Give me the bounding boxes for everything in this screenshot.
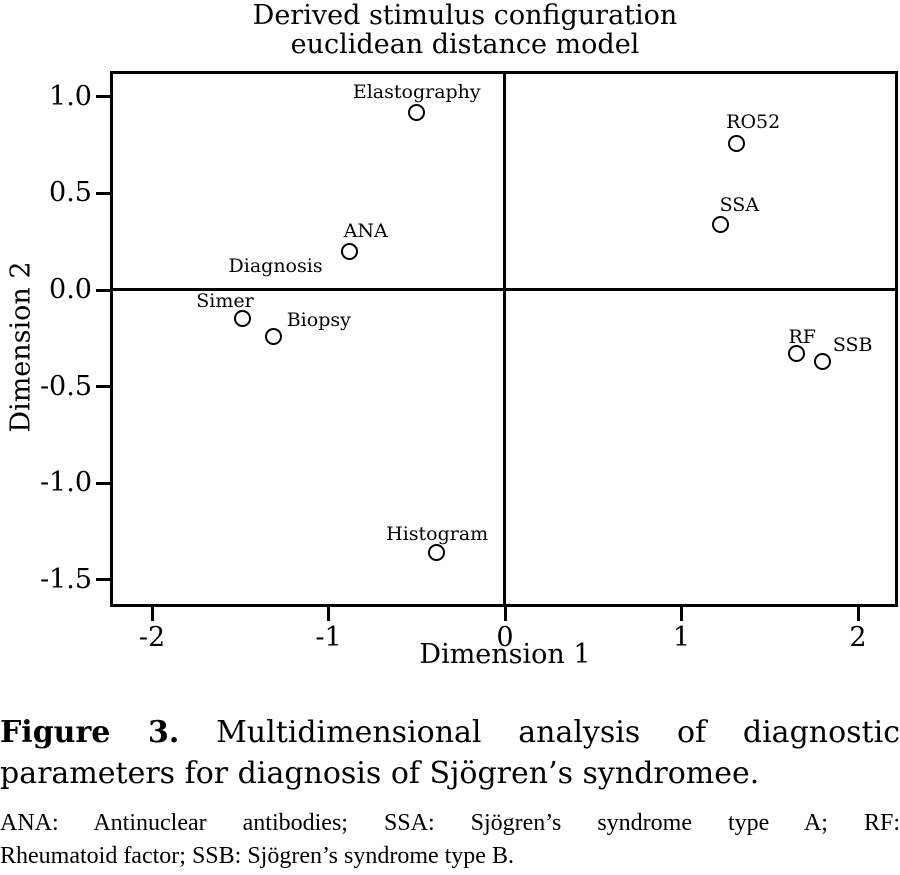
- x-zero-reference-line: [503, 74, 506, 604]
- x-tick-label--1: -1: [315, 622, 342, 653]
- x-tick-mark-1: [680, 607, 683, 621]
- y-tick-mark--0.5: [96, 385, 110, 389]
- y-tick-label--1.0: -1.0: [39, 467, 92, 499]
- point-label-rf: RF: [788, 325, 816, 348]
- data-point-rf: [787, 345, 805, 363]
- x-tick-mark--1: [327, 607, 330, 621]
- point-label-ana: ANA: [343, 220, 388, 243]
- caption-figure-label: Figure 3.: [0, 715, 180, 750]
- point-label-ssa: SSA: [719, 194, 760, 217]
- caption-text-1: Multidimensional analysis of diagnostic: [216, 715, 900, 750]
- point-label-ssb: SSB: [832, 334, 873, 357]
- y-tick-label--1.5: -1.5: [39, 563, 92, 595]
- y-tick-mark-0.5: [96, 191, 110, 195]
- x-tick-label-1: 1: [672, 622, 691, 653]
- footnote-line-2: Rheumatoid factor; SSB: Sjögren’s syndro…: [0, 843, 514, 869]
- y-axis-label: Dimension 2: [5, 261, 37, 433]
- chart-title: Derived stimulus configuration euclidean…: [253, 1, 678, 59]
- x-tick-label--2: -2: [138, 622, 166, 653]
- point-label-simer: Simer: [196, 289, 254, 312]
- data-point-ssb: [814, 352, 832, 370]
- y-zero-reference-line: [113, 288, 895, 291]
- chart-title-line2: euclidean distance model: [290, 29, 640, 60]
- chart-title-line1: Derived stimulus configuration: [252, 0, 678, 31]
- point-label-biopsy: Biopsy: [286, 309, 351, 332]
- data-point-biopsy: [265, 327, 283, 345]
- y-tick-label-0.5: 0.5: [49, 177, 92, 209]
- x-tick-mark-2: [856, 607, 860, 621]
- y-tick-mark-0.0: [96, 288, 110, 292]
- data-point-ana: [341, 242, 359, 260]
- plot-area: Elastography RO52 SSA ANA Diagnosis Simer Biop…: [110, 71, 898, 607]
- y-tick-mark-1.0: [96, 95, 110, 99]
- y-tick-label-1.0: 1.0: [49, 80, 92, 112]
- data-point-histogram: [427, 544, 445, 562]
- figure-caption: Figure 3. Multidimensional analysis of d…: [0, 712, 900, 794]
- data-point-elastography: [408, 103, 426, 121]
- point-label-elastography: Elastography: [352, 81, 481, 104]
- point-label-histogram: Histogram: [386, 522, 489, 545]
- data-point-ro52: [727, 134, 745, 152]
- y-tick-mark--1.0: [96, 481, 110, 485]
- x-tick-label-2: 2: [849, 622, 867, 653]
- data-point-ssa: [711, 215, 729, 233]
- x-tick-mark--2: [150, 607, 154, 621]
- y-tick-mark--1.5: [96, 578, 110, 582]
- caption-line-1: Figure 3. Multidimensional analysis of d…: [0, 712, 900, 753]
- x-axis-label: Dimension 1: [419, 639, 591, 670]
- data-point-simer: [233, 310, 251, 328]
- point-label-diagnosis: Diagnosis: [228, 254, 323, 277]
- x-tick-mark-0: [503, 607, 507, 621]
- point-label-ro52: RO52: [726, 111, 781, 134]
- figure-footnote: ANA: Antinuclear antibodies; SSA: Sjögre…: [0, 807, 900, 873]
- caption-line-2: parameters for diagnosis of Sjögren’s sy…: [0, 756, 760, 791]
- footnote-line-1: ANA: Antinuclear antibodies; SSA: Sjögre…: [0, 810, 900, 836]
